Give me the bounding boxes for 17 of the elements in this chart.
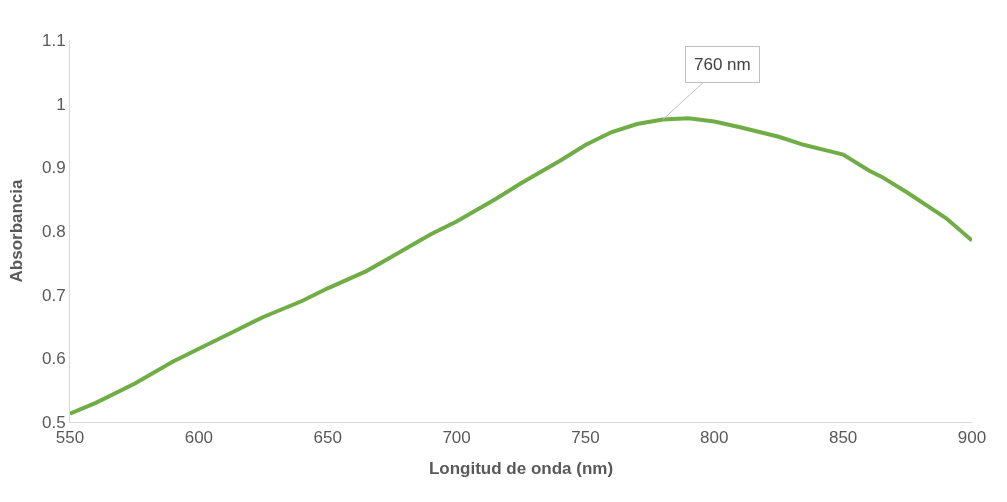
y-tick-label: 0.9 [41, 158, 66, 178]
x-tick-label: 750 [571, 428, 600, 448]
x-tick-label: 900 [957, 428, 987, 448]
y-tick-label: 0.6 [41, 349, 66, 369]
y-tick-label: 0.7 [41, 285, 66, 305]
line-series [70, 116, 972, 416]
x-axis-title: Longitud de onda (nm) [428, 458, 614, 478]
y-tick-label: 1 [56, 94, 66, 114]
y-tick-label: 1.1 [41, 30, 66, 50]
annotation: 760 nm [694, 55, 751, 74]
y-axis-title: Absorbancia [6, 178, 26, 283]
x-tick-label: 700 [442, 428, 471, 448]
x-tick-label: 650 [313, 428, 342, 448]
x-tick-label: 850 [828, 428, 858, 448]
x-tick-label: 600 [184, 428, 214, 448]
y-tick-label: 0.8 [41, 221, 66, 241]
x-tick-label: 800 [700, 428, 729, 448]
